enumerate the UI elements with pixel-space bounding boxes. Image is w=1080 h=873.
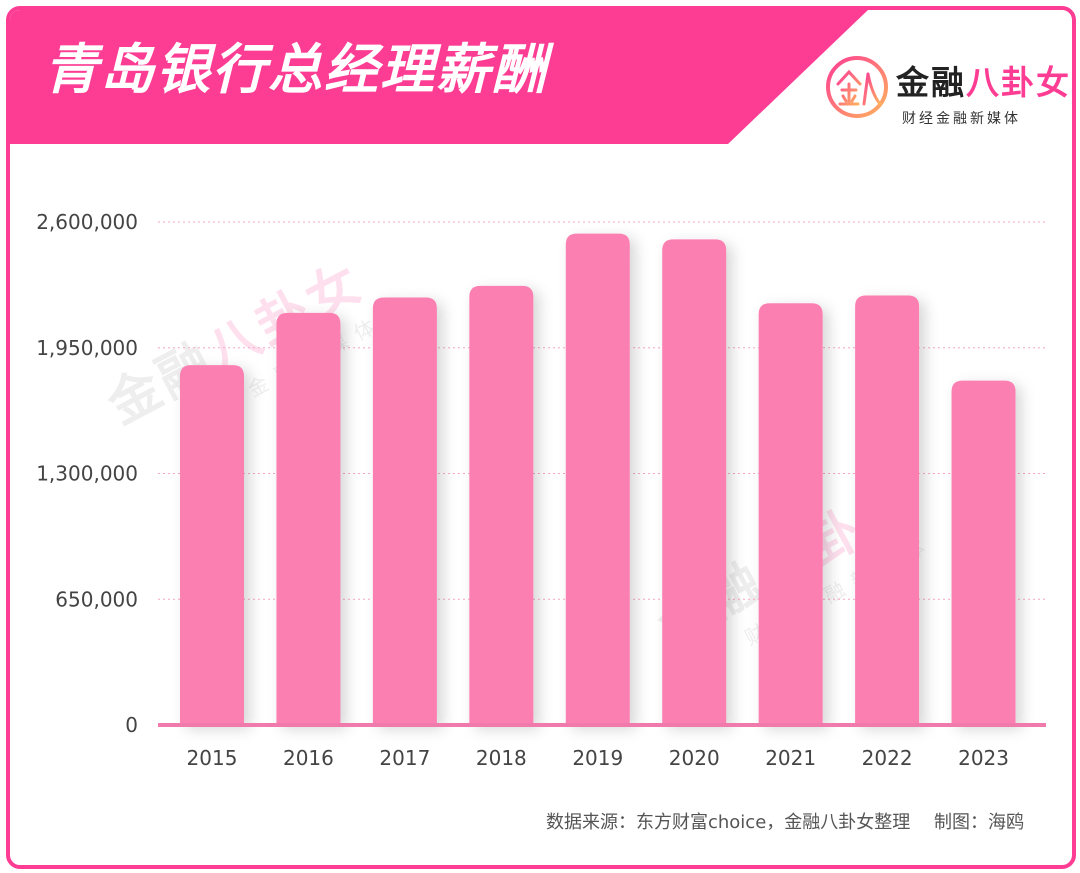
bar-chart: 0 650,000 1,300,000 1,950,000 2,600,000 2015 2…: [36, 210, 1046, 770]
bar: [565, 233, 630, 725]
y-tick-label: 2,600,000: [36, 210, 138, 234]
brand-logo: 金融八卦女 财经金融新媒体: [824, 54, 1069, 130]
jin-ba-logo-icon: [826, 56, 888, 118]
brand-name-part1: 金融: [896, 63, 966, 102]
x-tick-label: 2022: [862, 746, 913, 770]
x-tick-label: 2016: [283, 746, 334, 770]
bar: [758, 303, 823, 725]
bar: [180, 365, 244, 725]
bar: [855, 295, 920, 725]
bar: [951, 380, 1016, 725]
page-title: 青岛银行总经理薪酬: [44, 38, 548, 101]
brand-name-part2: 八卦女: [966, 63, 1071, 102]
x-tick-label: 2017: [379, 746, 430, 770]
x-tick-label: 2021: [765, 746, 816, 770]
x-tick-label: 2020: [669, 746, 720, 770]
y-tick-label: 0: [125, 713, 138, 737]
y-tick-label: 1,300,000: [36, 462, 138, 486]
bar: [662, 239, 727, 725]
brand-tagline: 财经金融新媒体: [902, 111, 1021, 127]
chart-card: 青岛银行总经理薪酬 金融八卦女 财经金融新媒体 金融八卦女 财经金融新媒体 金融…: [6, 6, 1076, 869]
bar: [372, 297, 437, 725]
x-tick-label: 2015: [187, 746, 238, 770]
x-tick-label: 2018: [476, 746, 527, 770]
bar: [469, 285, 534, 725]
x-tick-label: 2023: [958, 746, 1009, 770]
brand-name: 金融八卦女: [896, 56, 1071, 104]
bar: [276, 312, 341, 725]
y-tick-label: 650,000: [55, 587, 138, 611]
header-banner: [10, 10, 868, 144]
x-tick-label: 2019: [572, 746, 623, 770]
source-note: 数据来源：东方财富choice，金融八卦女整理 制图：海鸥: [545, 812, 1024, 833]
y-tick-label: 1,950,000: [36, 336, 138, 360]
